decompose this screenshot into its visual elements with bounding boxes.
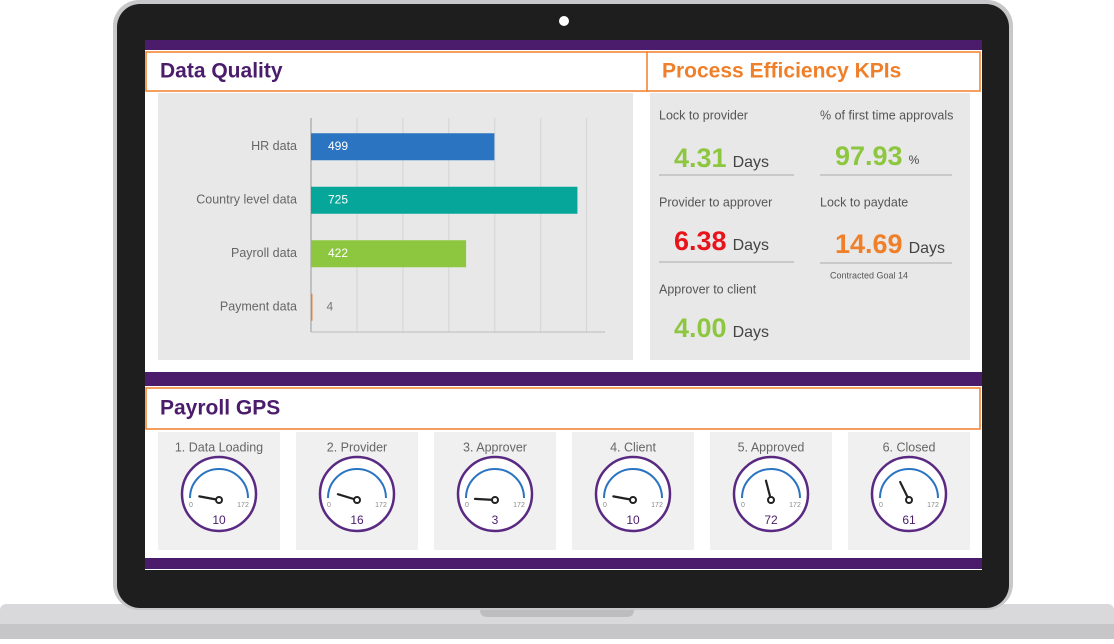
gauge-max: 172 bbox=[927, 502, 939, 509]
kpi-label: Approver to client bbox=[659, 282, 757, 296]
gauge-arc bbox=[327, 468, 387, 499]
gauge-pivot bbox=[491, 496, 499, 504]
kpi-unit: Days bbox=[733, 154, 769, 171]
gauge-min: 0 bbox=[189, 502, 193, 509]
gauge-value: 10 bbox=[212, 513, 226, 527]
gauge-value: 3 bbox=[492, 513, 499, 527]
gauge-pivot bbox=[905, 496, 913, 504]
gauge-value: 61 bbox=[902, 513, 916, 527]
data-label: 4 bbox=[326, 299, 333, 313]
purple-band bbox=[145, 558, 982, 569]
gauge-pivot bbox=[215, 496, 223, 504]
section-title: Process Efficiency KPIs bbox=[662, 60, 901, 83]
kpi-value: 4.00 Days bbox=[674, 313, 769, 343]
data-label: 725 bbox=[328, 192, 348, 206]
gauge-min: 0 bbox=[741, 502, 745, 509]
kpi-number: 6.38 bbox=[674, 226, 727, 256]
gauge-min: 0 bbox=[327, 502, 331, 509]
gauge-min: 0 bbox=[465, 502, 469, 509]
gauge-arc bbox=[465, 468, 525, 499]
gauge-label: 3. Approver bbox=[463, 440, 527, 454]
section-header bbox=[646, 51, 981, 92]
bar bbox=[311, 293, 313, 321]
gauge-label: 4. Client bbox=[610, 440, 656, 454]
gauge-min: 0 bbox=[603, 502, 607, 509]
gauge-label: 5. Approved bbox=[738, 440, 805, 454]
data-label: 499 bbox=[328, 139, 348, 153]
section-title: Data Quality bbox=[160, 60, 283, 83]
y-tick-label: Payroll data bbox=[231, 246, 297, 260]
gauge-max: 172 bbox=[375, 502, 387, 509]
gauge-arc bbox=[879, 468, 939, 499]
kpi-number: 4.31 bbox=[674, 143, 727, 173]
gauge-max: 172 bbox=[513, 502, 525, 509]
gauge-arc bbox=[741, 468, 801, 499]
section-title: Payroll GPS bbox=[160, 397, 280, 420]
kpi-number: 4.00 bbox=[674, 313, 727, 343]
gauge-max: 172 bbox=[237, 502, 249, 509]
kpi-unit: Days bbox=[733, 324, 769, 341]
gauge-label: 2. Provider bbox=[327, 440, 387, 454]
kpi-label: Lock to provider bbox=[659, 108, 748, 122]
gauge-label: 1. Data Loading bbox=[175, 440, 263, 454]
kpi-number: 97.93 bbox=[835, 141, 903, 171]
purple-band bbox=[145, 372, 982, 386]
laptop-base-edge bbox=[0, 624, 1114, 639]
kpi-unit: Days bbox=[733, 237, 769, 254]
gauge-pivot bbox=[353, 496, 361, 504]
gauge-label: 6. Closed bbox=[883, 440, 936, 454]
kpi-value: 4.31 Days bbox=[674, 143, 769, 173]
bar bbox=[311, 186, 578, 214]
y-tick-label: Payment data bbox=[220, 300, 297, 314]
gauge-value: 10 bbox=[626, 513, 640, 527]
y-tick-label: HR data bbox=[251, 139, 297, 153]
chart-panel bbox=[158, 93, 633, 360]
gauge-max: 172 bbox=[789, 502, 801, 509]
kpi-value: 97.93% bbox=[835, 141, 920, 171]
data-label: 422 bbox=[328, 246, 348, 260]
gauge-pivot bbox=[629, 496, 637, 504]
y-tick-label: Country level data bbox=[196, 193, 297, 207]
kpi-value: 14.69 Days bbox=[835, 229, 945, 259]
gauge-min: 0 bbox=[879, 502, 883, 509]
kpi-label: Lock to paydate bbox=[820, 195, 908, 209]
kpi-note: Contracted Goal 14 bbox=[830, 270, 908, 280]
bar bbox=[311, 133, 495, 161]
bar bbox=[311, 240, 467, 268]
camera bbox=[559, 16, 569, 26]
gauge-max: 172 bbox=[651, 502, 663, 509]
kpi-label: % of first time approvals bbox=[820, 108, 953, 122]
purple-band bbox=[145, 40, 982, 50]
gauge-arc bbox=[603, 468, 663, 499]
kpi-number: 14.69 bbox=[835, 229, 903, 259]
kpi-unit: Days bbox=[909, 240, 945, 257]
gauge-arc bbox=[189, 468, 249, 499]
kpi-value: 6.38 Days bbox=[674, 226, 769, 256]
gauge-value: 16 bbox=[350, 513, 364, 527]
kpi-panel bbox=[650, 93, 970, 360]
section-header bbox=[145, 51, 649, 92]
section-header bbox=[145, 387, 981, 430]
kpi-unit: % bbox=[909, 153, 920, 167]
gauge-value: 72 bbox=[764, 513, 778, 527]
kpi-label: Provider to approver bbox=[659, 195, 772, 209]
gauge-pivot bbox=[767, 496, 775, 504]
